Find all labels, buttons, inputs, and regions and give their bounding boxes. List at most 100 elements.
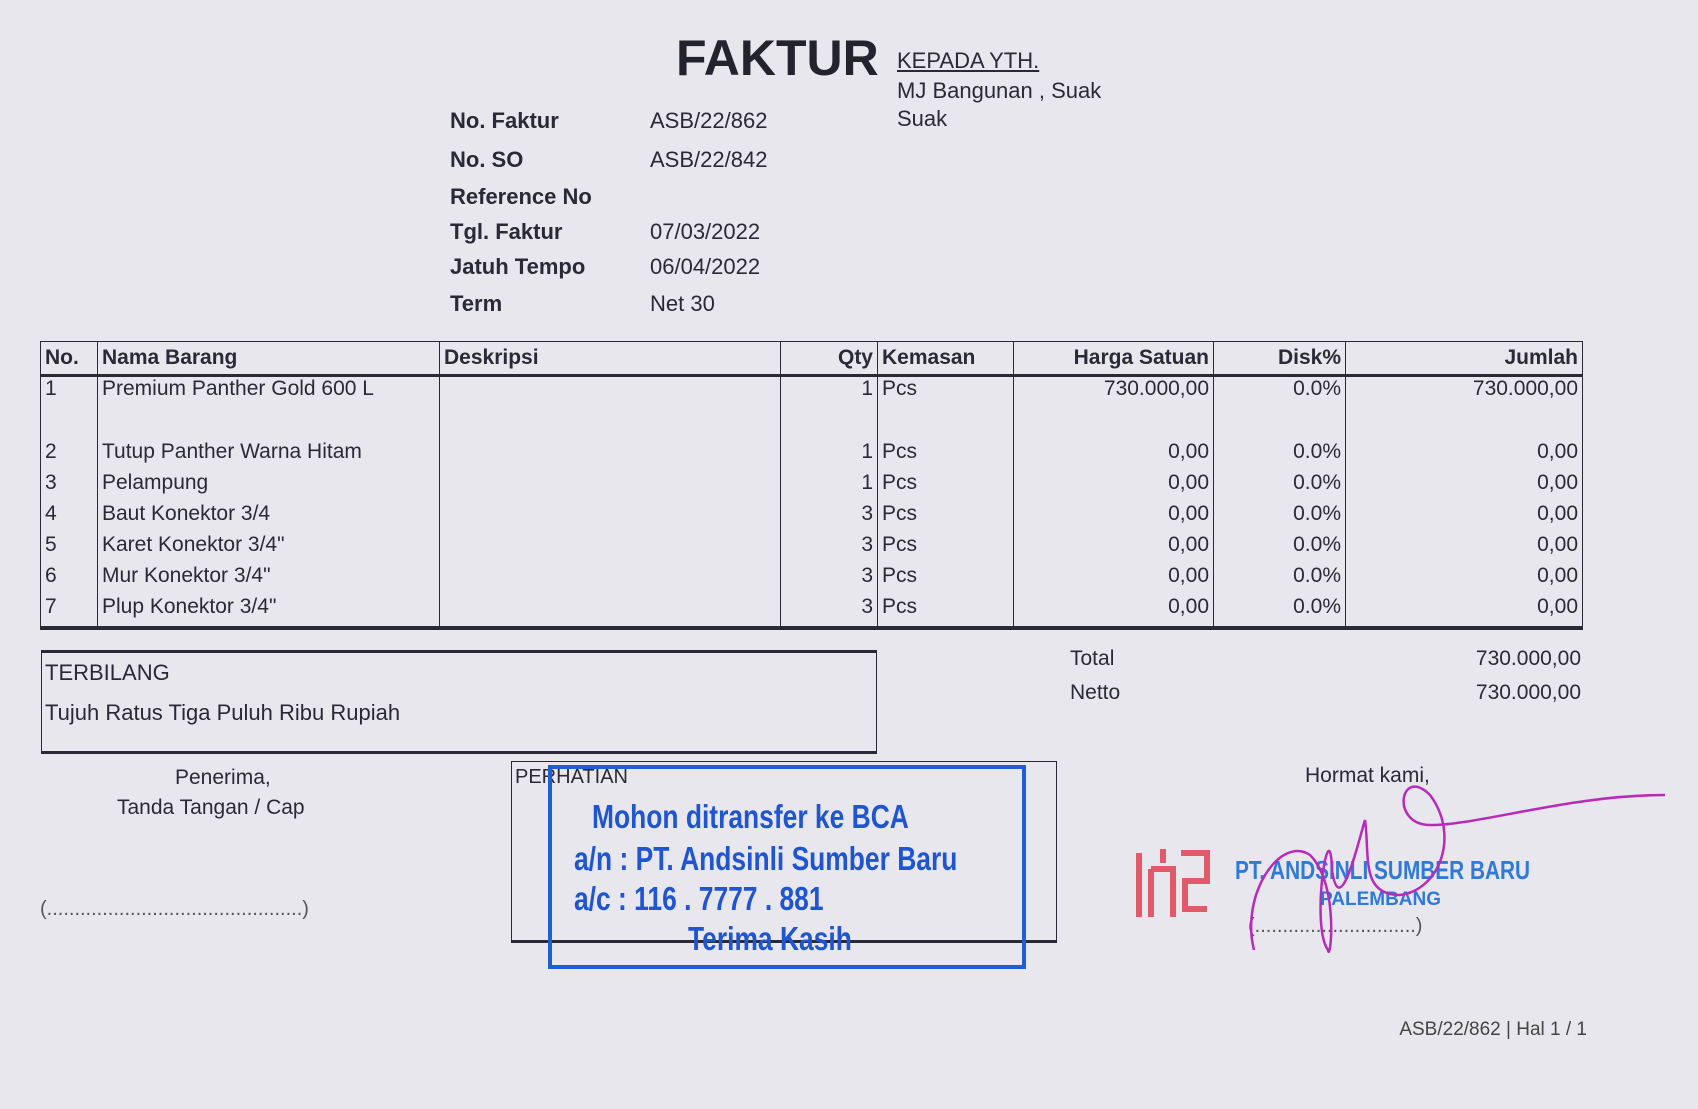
cell-no: 6 <box>40 563 98 595</box>
receiver-sign-line: (.......................................… <box>40 898 309 920</box>
cell-harga: 0,00 <box>1013 501 1214 533</box>
cell-deskripsi <box>439 439 781 471</box>
bank-transfer-stamp: Mohon ditransfer ke BCA a/n : PT. Andsin… <box>548 765 1026 969</box>
info-label: Jatuh Tempo <box>450 254 586 279</box>
cell-disk: 0.0% <box>1213 375 1346 440</box>
recipient-label: KEPADA YTH. <box>897 48 1040 73</box>
cell-nama: Plup Konektor 3/4" <box>97 594 440 630</box>
column-header: Disk% <box>1213 341 1346 377</box>
cell-no: 1 <box>40 375 98 440</box>
info-value: ASB/22/862 <box>650 108 768 133</box>
info-value: ASB/22/842 <box>650 147 768 172</box>
cell-harga: 0,00 <box>1013 470 1214 502</box>
cell-no: 7 <box>40 594 98 630</box>
sender-sign-line: (.............................) <box>1248 915 1423 937</box>
cell-jumlah: 0,00 <box>1345 532 1583 564</box>
total-label: Total <box>1070 647 1115 670</box>
cell-harga: 0,00 <box>1013 532 1214 564</box>
stamp-line: a/c : 116 . 7777 . 881 <box>574 880 824 917</box>
cell-jumlah: 0,00 <box>1345 439 1583 471</box>
cell-no: 3 <box>40 470 98 502</box>
stamp-line: Mohon ditransfer ke BCA <box>592 798 909 835</box>
terbilang-text: Tujuh Ratus Tiga Puluh Ribu Rupiah <box>45 700 401 725</box>
cell-nama: Tutup Panther Warna Hitam <box>97 439 440 471</box>
cell-no: 2 <box>40 439 98 471</box>
cell-kemasan: Pcs <box>877 501 1014 533</box>
cell-disk: 0.0% <box>1213 501 1346 533</box>
total-value: 730.000,00 <box>1475 647 1581 670</box>
cell-kemasan: Pcs <box>877 594 1014 630</box>
stamp-line: a/n : PT. Andsinli Sumber Baru <box>574 840 958 877</box>
cell-qty: 1 <box>780 375 878 440</box>
info-value: Net 30 <box>650 291 715 316</box>
column-header: Qty <box>780 341 878 377</box>
info-label: Reference No <box>450 184 592 209</box>
cell-jumlah: 0,00 <box>1345 501 1583 533</box>
terbilang-box: TERBILANG Tujuh Ratus Tiga Puluh Ribu Ru… <box>41 650 877 754</box>
info-value: 07/03/2022 <box>650 219 761 244</box>
company-logo <box>1136 849 1210 917</box>
recipient-line: Suak <box>897 106 948 131</box>
cell-no: 5 <box>40 532 98 564</box>
perhatian-label: PERHATIAN <box>515 766 628 788</box>
column-header: Deskripsi <box>439 341 781 377</box>
cell-jumlah: 0,00 <box>1345 563 1583 595</box>
cell-disk: 0.0% <box>1213 439 1346 471</box>
cell-deskripsi <box>439 563 781 595</box>
page-footer: ASB/22/862 | Hal 1 / 1 <box>1399 1019 1587 1040</box>
info-label: Tgl. Faktur <box>450 219 563 244</box>
cell-disk: 0.0% <box>1213 594 1346 630</box>
table-row: 4 Baut Konektor 3/4 3 Pcs 0,00 0.0% 0,00 <box>40 501 1583 533</box>
cell-kemasan: Pcs <box>877 563 1014 595</box>
cell-qty: 3 <box>780 532 878 564</box>
info-label: Term <box>450 291 503 316</box>
cell-no: 4 <box>40 501 98 533</box>
info-label: No. Faktur <box>450 108 559 133</box>
column-header: Nama Barang <box>97 341 440 377</box>
cell-nama: Premium Panther Gold 600 L <box>97 375 440 440</box>
document-title: FAKTUR <box>676 30 879 86</box>
table-header-row: No. Nama Barang Deskripsi Qty Kemasan Ha… <box>40 341 1583 377</box>
info-value: 06/04/2022 <box>650 254 761 279</box>
netto-value: 730.000,00 <box>1475 681 1581 704</box>
cell-nama: Mur Konektor 3/4" <box>97 563 440 595</box>
cell-nama: Pelampung <box>97 470 440 502</box>
signature <box>1249 785 1666 954</box>
table-row: 5 Karet Konektor 3/4" 3 Pcs 0,00 0.0% 0,00 <box>40 532 1583 564</box>
cell-nama: Baut Konektor 3/4 <box>97 501 440 533</box>
cell-qty: 3 <box>780 594 878 630</box>
netto-label: Netto <box>1070 681 1121 704</box>
cell-kemasan: Pcs <box>877 375 1014 440</box>
table-row: 3 Pelampung 1 Pcs 0,00 0.0% 0,00 <box>40 470 1583 502</box>
cell-harga: 0,00 <box>1013 594 1214 630</box>
column-header: Jumlah <box>1345 341 1583 377</box>
company-name: PT. ANDSINLI SUMBER BARU <box>1235 855 1531 885</box>
info-label: No. SO <box>450 147 524 172</box>
table-row: 1 Premium Panther Gold 600 L 1 Pcs 730.000,0… <box>40 375 1583 440</box>
cell-disk: 0.0% <box>1213 470 1346 502</box>
cell-jumlah: 0,00 <box>1345 594 1583 630</box>
perhatian-box: PERHATIAN <box>511 761 1057 943</box>
cell-kemasan: Pcs <box>877 532 1014 564</box>
cell-deskripsi <box>439 470 781 502</box>
cell-deskripsi <box>439 532 781 564</box>
cell-nama: Karet Konektor 3/4" <box>97 532 440 564</box>
table-row: 6 Mur Konektor 3/4" 3 Pcs 0,00 0.0% 0,00 <box>40 563 1583 595</box>
cell-qty: 1 <box>780 439 878 471</box>
items-table: No. Nama Barang Deskripsi Qty Kemasan Ha… <box>40 341 1583 630</box>
cell-harga: 730.000,00 <box>1013 375 1214 440</box>
recipient-line: MJ Bangunan , Suak <box>897 78 1102 103</box>
cell-qty: 1 <box>780 470 878 502</box>
company-city: PALEMBANG <box>1320 889 1442 910</box>
column-header: Kemasan <box>877 341 1014 377</box>
table-row: 7 Plup Konektor 3/4" 3 Pcs 0,00 0.0% 0,00 <box>40 594 1583 630</box>
cell-disk: 0.0% <box>1213 532 1346 564</box>
terbilang-label: TERBILANG <box>45 660 170 685</box>
cell-deskripsi <box>439 501 781 533</box>
receiver-label: Penerima, <box>175 766 271 789</box>
column-header: Harga Satuan <box>1013 341 1214 377</box>
cell-jumlah: 0,00 <box>1345 470 1583 502</box>
cell-harga: 0,00 <box>1013 563 1214 595</box>
stamp-line: Terima Kasih <box>688 920 852 957</box>
column-header: No. <box>40 341 98 377</box>
